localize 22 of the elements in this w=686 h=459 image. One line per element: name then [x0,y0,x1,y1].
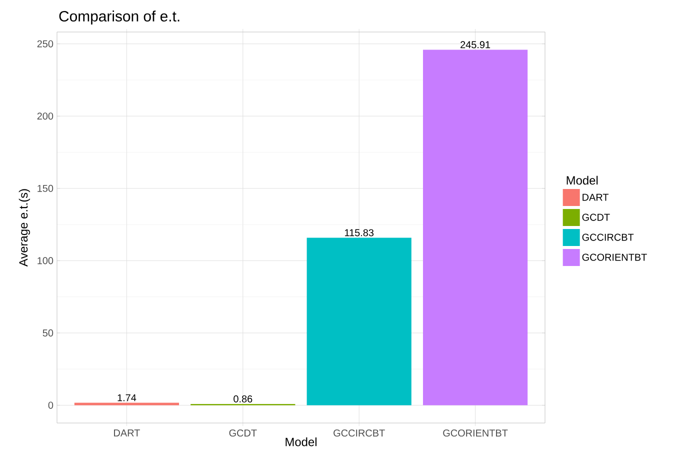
data-label: 245.91 [460,41,490,48]
y-tick-label: 50 [42,329,54,336]
data-label: 1.74 [118,394,136,402]
x-axis-title: Model [286,437,316,446]
legend-label: DART [582,194,609,201]
y-tick-label: 250 [37,40,54,48]
legend-label: GCCIRCBT [582,234,634,241]
x-tick-label: GCDT [229,430,257,437]
x-tick-label: GCCIRCBT [334,430,385,437]
x-tick-label: DART [114,430,140,436]
legend-title: Model [566,176,598,185]
y-tick-label: 0 [48,402,54,409]
y-tick-label: 100 [38,257,54,264]
legend-label: GCORIENTBT [582,254,647,261]
chart-title: Comparison of e.t. [59,10,180,24]
y-axis-title: Average e.t.(s) [18,189,30,267]
y-tick-label: 200 [37,112,54,120]
data-label: 0.86 [234,395,252,402]
y-tick-label: 150 [38,184,54,192]
data-label: 115.83 [345,229,374,236]
x-tick-label: GCORIENTBT [443,430,508,437]
legend-label: GCDT [582,214,610,221]
